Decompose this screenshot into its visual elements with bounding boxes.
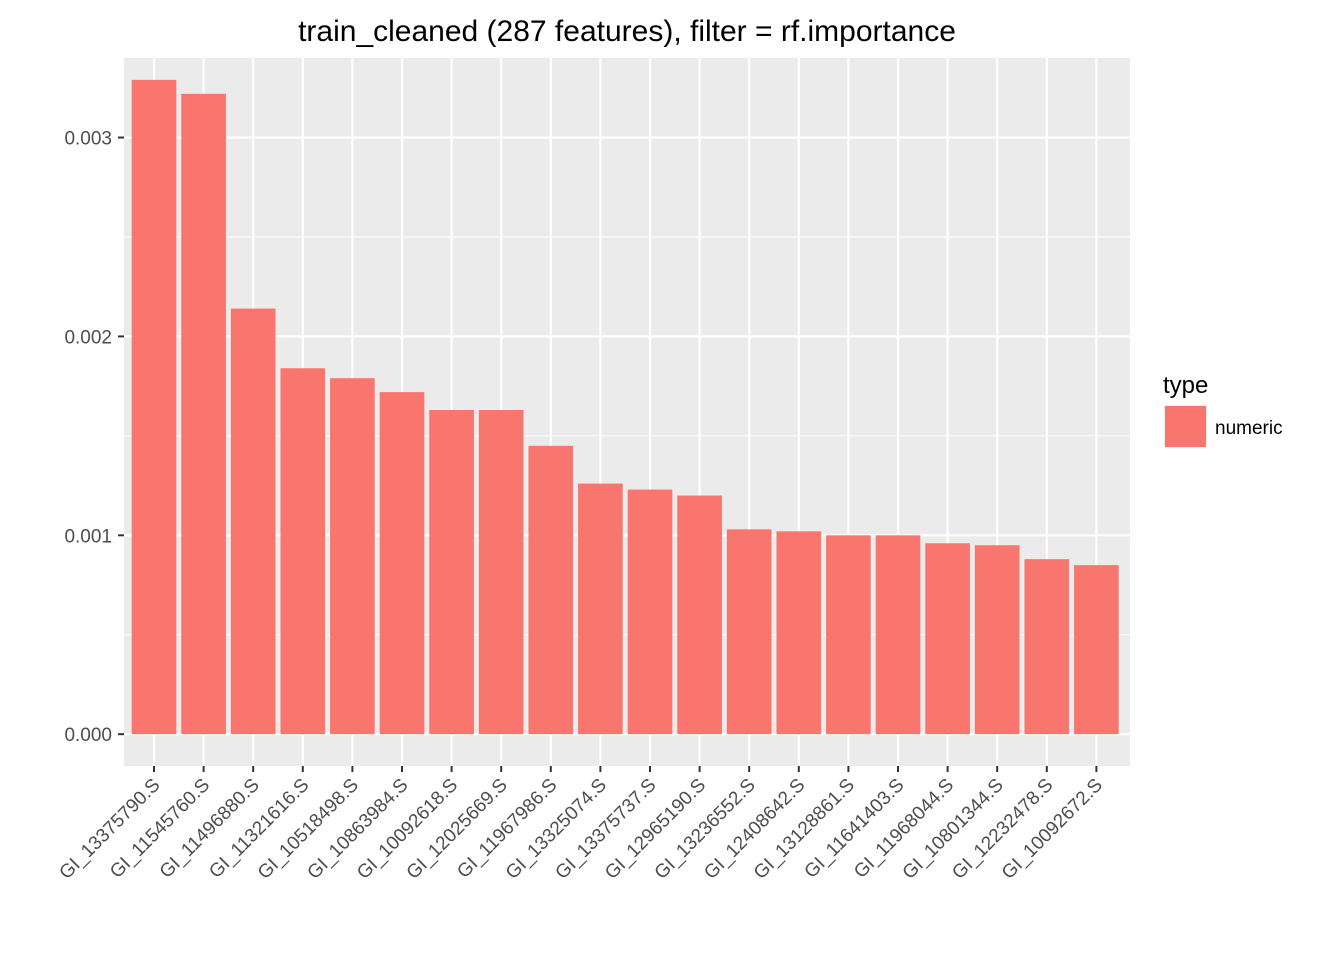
bar [875,535,921,735]
bar [578,483,623,735]
bar [627,489,673,735]
bar [230,308,276,735]
x-axis: GI_13375790.SGI_11545760.SGI_11496880.SG… [56,766,1107,884]
bar [478,410,524,735]
legend-swatch [1165,406,1206,447]
bar [181,93,226,735]
y-tick-label: 0.001 [64,526,112,547]
legend-title: type [1163,372,1208,399]
bar [280,368,326,735]
y-axis: 0.000 0.001 0.002 0.003 [64,129,124,746]
bar [1074,565,1119,735]
bar [826,535,871,735]
legend-label: numeric [1215,418,1283,439]
y-tick-label: 0.003 [64,129,112,150]
bar [974,545,1020,735]
y-tick-label: 0.002 [64,327,112,348]
bar [131,79,177,735]
bar [330,378,375,735]
bar [379,392,425,735]
bar [677,495,722,735]
legend: type numeric [1163,372,1283,448]
bar [925,543,970,735]
bar [776,531,822,735]
bar [1024,559,1070,735]
bars [131,79,1119,735]
chart-title: train_cleaned (287 features), filter = r… [298,15,956,48]
y-tick-label: 0.000 [64,725,112,746]
bar [429,410,474,735]
bar [726,529,772,735]
bar [528,445,574,735]
